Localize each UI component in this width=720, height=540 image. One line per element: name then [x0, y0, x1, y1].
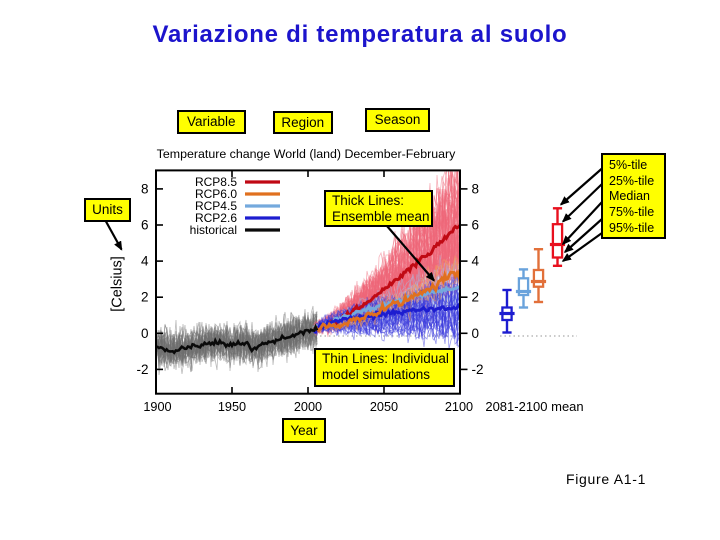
- svg-text:[Celsius]: [Celsius]: [110, 256, 126, 312]
- svg-text:RCP4.5: RCP4.5: [195, 199, 237, 213]
- svg-text:0: 0: [141, 326, 149, 341]
- svg-text:2081-2100 mean: 2081-2100 mean: [485, 399, 583, 414]
- svg-text:historical: historical: [190, 223, 237, 237]
- svg-text:-2: -2: [136, 362, 148, 377]
- svg-text:4: 4: [141, 254, 149, 269]
- svg-text:0: 0: [472, 326, 480, 341]
- svg-text:1950: 1950: [218, 400, 246, 414]
- svg-text:1900: 1900: [143, 400, 171, 414]
- svg-text:8: 8: [472, 181, 480, 196]
- svg-text:2000: 2000: [294, 400, 322, 414]
- svg-text:RCP8.5: RCP8.5: [195, 175, 237, 189]
- svg-text:RCP6.0: RCP6.0: [195, 187, 237, 201]
- svg-text:4: 4: [472, 254, 480, 269]
- svg-text:6: 6: [141, 218, 149, 233]
- svg-text:-2: -2: [472, 362, 484, 377]
- svg-text:RCP2.6: RCP2.6: [195, 211, 237, 225]
- svg-text:6: 6: [472, 218, 480, 233]
- svg-text:Temperature change World (land: Temperature change World (land) December…: [157, 147, 456, 161]
- svg-text:8: 8: [141, 181, 149, 196]
- svg-text:2100: 2100: [445, 400, 473, 414]
- svg-text:2050: 2050: [370, 400, 398, 414]
- svg-text:2: 2: [472, 290, 480, 305]
- svg-text:2: 2: [141, 290, 149, 305]
- svg-text:Figure A1-1: Figure A1-1: [566, 471, 646, 487]
